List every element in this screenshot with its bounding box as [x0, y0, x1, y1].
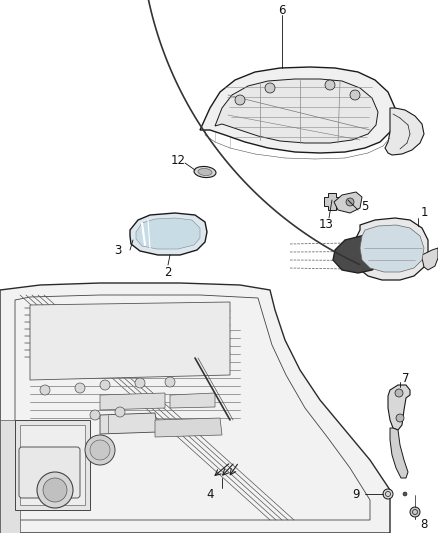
Polygon shape — [388, 385, 410, 430]
Polygon shape — [334, 192, 362, 213]
Text: 2: 2 — [164, 265, 172, 279]
Polygon shape — [100, 393, 165, 410]
Circle shape — [165, 377, 175, 387]
Polygon shape — [170, 393, 215, 408]
Text: 5: 5 — [361, 200, 369, 214]
Polygon shape — [130, 213, 207, 255]
Circle shape — [346, 198, 354, 206]
Polygon shape — [155, 418, 222, 437]
Text: 13: 13 — [318, 217, 333, 230]
Text: 6: 6 — [278, 4, 286, 17]
Polygon shape — [390, 428, 408, 478]
Circle shape — [85, 435, 115, 465]
Polygon shape — [333, 235, 385, 273]
Circle shape — [75, 383, 85, 393]
Polygon shape — [354, 218, 428, 280]
Text: 3: 3 — [114, 244, 122, 256]
Ellipse shape — [198, 168, 212, 175]
Circle shape — [325, 80, 335, 90]
Circle shape — [395, 389, 403, 397]
Text: 9: 9 — [352, 488, 360, 500]
Polygon shape — [136, 218, 200, 249]
Polygon shape — [422, 248, 438, 270]
Text: 12: 12 — [170, 154, 186, 166]
Text: 7: 7 — [402, 372, 410, 384]
Polygon shape — [100, 413, 158, 434]
Circle shape — [135, 378, 145, 388]
Circle shape — [403, 492, 407, 496]
Text: 1: 1 — [420, 206, 428, 220]
Circle shape — [265, 83, 275, 93]
Polygon shape — [200, 67, 395, 153]
Polygon shape — [385, 108, 424, 155]
Circle shape — [235, 95, 245, 105]
Circle shape — [410, 507, 420, 517]
Polygon shape — [360, 225, 424, 272]
Polygon shape — [324, 193, 340, 210]
Circle shape — [90, 410, 100, 420]
Polygon shape — [0, 420, 20, 533]
Circle shape — [40, 385, 50, 395]
Text: 4: 4 — [206, 489, 214, 502]
Polygon shape — [0, 283, 390, 533]
Circle shape — [350, 90, 360, 100]
Polygon shape — [30, 302, 230, 380]
Circle shape — [115, 407, 125, 417]
Ellipse shape — [194, 166, 216, 177]
Circle shape — [43, 478, 67, 502]
Circle shape — [383, 489, 393, 499]
Circle shape — [100, 380, 110, 390]
Circle shape — [37, 472, 73, 508]
Circle shape — [90, 440, 110, 460]
Text: 8: 8 — [420, 518, 427, 530]
FancyBboxPatch shape — [19, 447, 80, 498]
Polygon shape — [15, 420, 90, 510]
Polygon shape — [20, 425, 85, 505]
Polygon shape — [215, 79, 378, 143]
Circle shape — [396, 414, 404, 422]
